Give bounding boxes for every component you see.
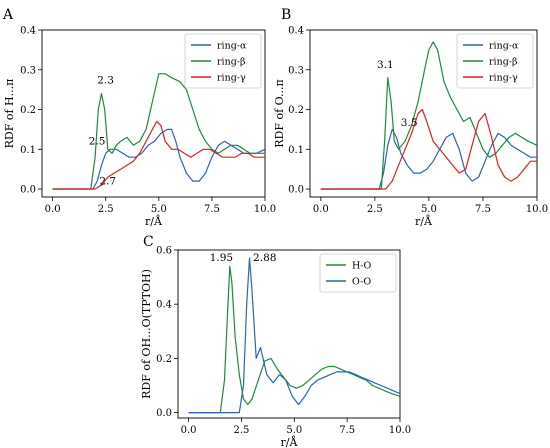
y-axis-label: RDF of O...π — [273, 79, 286, 148]
legend-label: ring-α — [489, 41, 519, 52]
y-tick-label: 0.1 — [20, 145, 36, 156]
y-tick-label: 0.4 — [156, 300, 172, 311]
panel-A: A 0.0 2.5 5.0 7.5 10.0 0.0 0.1 0.2 0.3 0.4 r/Å RDF o… — [2, 7, 276, 228]
legend: H-O O-O — [319, 253, 397, 293]
x-tick-label: 0.0 — [45, 204, 61, 215]
legend-label: O-O — [352, 277, 371, 288]
legend-label: H-O — [352, 261, 371, 272]
peak-annotation: 2.5 — [89, 136, 106, 148]
x-tick-label: 10.0 — [254, 204, 276, 215]
x-tick-label: 5.0 — [421, 204, 437, 215]
legend-label: ring-β — [217, 57, 246, 68]
axes-frame — [41, 29, 266, 198]
peak-annotation: 3.1 — [377, 59, 394, 71]
series-line-ring-γ — [320, 108, 537, 190]
peak-annotation: 2.88 — [253, 252, 276, 264]
x-tick-label: 7.5 — [475, 204, 491, 215]
legend-label: ring-β — [489, 57, 518, 68]
x-axis-label: r/Å — [145, 214, 163, 228]
y-tick-label: 0.0 — [288, 185, 304, 196]
y-tick-label: 0.0 — [156, 408, 172, 419]
x-tick-label: 5.0 — [151, 204, 167, 215]
legend-label: ring-γ — [217, 73, 246, 84]
y-axis-label: RDF of H...π — [3, 79, 16, 149]
x-tick-label: 5.0 — [286, 425, 302, 436]
y-tick-label: 0.3 — [288, 65, 304, 76]
y-tick-label: 0.2 — [288, 105, 304, 116]
series-line-ring-β — [52, 73, 265, 190]
x-tick-label: 0.0 — [181, 425, 197, 436]
x-tick-label: 2.5 — [233, 425, 249, 436]
legend-box — [184, 33, 262, 89]
y-tick-label: 0.4 — [288, 26, 304, 37]
legend-box — [319, 253, 397, 293]
y-tick-label: 0.0 — [20, 185, 36, 196]
y-axis-label: RDF of OH...O(TPTOH) — [140, 269, 153, 399]
legend-label: ring-α — [217, 41, 247, 52]
series-line-ring-γ — [52, 120, 265, 190]
peak-annotation: 2.3 — [97, 75, 114, 87]
panel-C: C 0.0 2.5 5.0 7.5 10.0 0.0 0.2 0.4 0.6 r/Å RDF of O… — [140, 234, 411, 448]
x-tick-label: 10.0 — [526, 204, 548, 215]
x-axis-label: r/Å — [281, 435, 299, 448]
peak-annotation: 3.5 — [401, 117, 418, 129]
x-tick-label: 0.0 — [313, 204, 329, 215]
peak-annotation: 2.7 — [99, 175, 116, 187]
series-line-ring-α — [52, 128, 265, 190]
peak-annotation: 1.95 — [210, 252, 233, 264]
y-tick-label: 0.1 — [288, 145, 304, 156]
series-line-O-O — [188, 257, 400, 414]
panel-label: B — [281, 7, 291, 23]
axes-frame — [177, 249, 401, 419]
y-tick-label: 0.6 — [156, 246, 172, 257]
series-line-ring-β — [320, 41, 537, 190]
legend-box — [456, 33, 534, 89]
panel-label: C — [143, 234, 154, 250]
y-tick-label: 0.2 — [20, 105, 36, 116]
legend: ring-α ring-β ring-γ — [184, 33, 262, 89]
series-line-H-O — [188, 265, 400, 414]
x-tick-label: 2.5 — [98, 204, 114, 215]
x-tick-label: 2.5 — [367, 204, 383, 215]
y-tick-label: 0.4 — [20, 26, 36, 37]
panel-B: B 0.0 2.5 5.0 7.5 10.0 0.0 0.1 0.2 0.3 0.4 r/Å RDF o… — [273, 7, 548, 228]
legend-label: ring-γ — [489, 73, 518, 84]
x-axis-label: r/Å — [415, 214, 433, 228]
x-tick-label: 7.5 — [204, 204, 220, 215]
series-line-ring-α — [320, 128, 537, 190]
x-tick-label: 10.0 — [389, 425, 411, 436]
axes-frame — [309, 29, 538, 198]
x-tick-label: 7.5 — [339, 425, 355, 436]
panel-label: A — [2, 7, 14, 23]
y-tick-label: 0.2 — [156, 354, 172, 365]
legend: ring-α ring-β ring-γ — [456, 33, 534, 89]
y-tick-label: 0.3 — [20, 65, 36, 76]
